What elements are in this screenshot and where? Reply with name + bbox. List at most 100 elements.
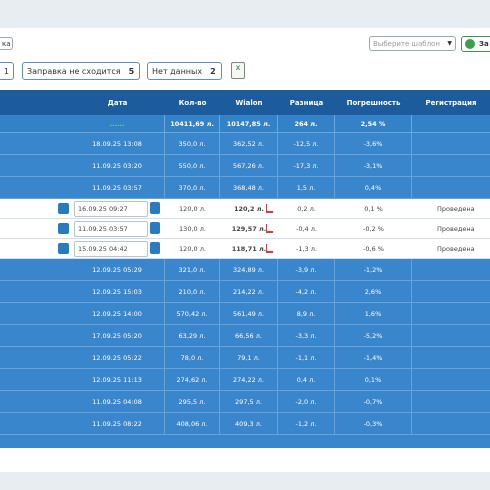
table-row bbox=[0, 133, 490, 155]
table-cell: 321,0 л. bbox=[165, 259, 220, 281]
table-row bbox=[0, 391, 490, 413]
table-cell: 130,0 л. bbox=[179, 225, 206, 233]
table-cell: 0,1% bbox=[335, 369, 412, 391]
excel-icon[interactable]: x bbox=[231, 62, 245, 79]
left-button[interactable]: ка bbox=[0, 37, 13, 50]
table-cell: 12.09.25 05:29 bbox=[70, 259, 165, 281]
filter-count: 2 bbox=[210, 66, 216, 76]
table-cell: 274,62 л. bbox=[165, 369, 220, 391]
table-cell: Проведена bbox=[437, 245, 475, 253]
table-row bbox=[0, 239, 490, 259]
table-cell: -5,2% bbox=[335, 325, 412, 347]
filter-label: Нет данных bbox=[152, 66, 203, 76]
filter-chip[interactable]: Нет данных 2 bbox=[147, 62, 222, 80]
table-cell: 8,9 л. bbox=[278, 303, 335, 325]
table-cell: Проведена bbox=[437, 225, 475, 233]
table-cell: 12.09.25 14:00 bbox=[70, 303, 165, 325]
table-cell: 0,4% bbox=[335, 177, 412, 199]
row-icon bbox=[58, 223, 69, 234]
table-cell: 362,52 л. bbox=[220, 133, 278, 155]
table-cell: 17.09.25 05:20 bbox=[70, 325, 165, 347]
table-cell: 120,0 л. bbox=[179, 245, 206, 253]
table-row bbox=[0, 199, 490, 219]
add-icon bbox=[465, 39, 475, 49]
table-row bbox=[0, 369, 490, 391]
table-cell: -0,4 л. bbox=[296, 225, 317, 233]
row-icon bbox=[58, 243, 69, 254]
date-box bbox=[74, 201, 148, 217]
column-header: Погрешность bbox=[346, 98, 401, 107]
table-row bbox=[0, 259, 490, 281]
table-cell: -12,5 л. bbox=[278, 133, 335, 155]
table-cell: 295,5 л. bbox=[165, 391, 220, 413]
table-cell: -0,6 % bbox=[363, 245, 384, 253]
summary-cell: 264 л. bbox=[278, 115, 335, 133]
filter-label: Заправка не сходится bbox=[27, 66, 121, 76]
table-row bbox=[0, 177, 490, 199]
table-row bbox=[0, 155, 490, 177]
table-cell: -1,1 л. bbox=[278, 347, 335, 369]
table-cell: 297,5 л. bbox=[220, 391, 278, 413]
table-cell: 408,06 л. bbox=[165, 413, 220, 435]
table-cell: 12.09.25 11:13 bbox=[70, 369, 165, 391]
row-icon bbox=[58, 203, 69, 214]
table-cell: 120,2 л. bbox=[233, 205, 265, 213]
filter-count: 5 bbox=[128, 66, 135, 76]
select-arrow: ▼ bbox=[447, 40, 452, 47]
table-cell: Проведена bbox=[437, 205, 475, 213]
table-cell: 0,4 л. bbox=[278, 369, 335, 391]
table-cell: 350,0 л. bbox=[165, 133, 220, 155]
table-cell: 570,42 л. bbox=[165, 303, 220, 325]
add-button[interactable]: За bbox=[461, 36, 490, 52]
header-row bbox=[0, 90, 490, 115]
table-cell: -3,1% bbox=[335, 155, 412, 177]
select-text: Выберите шаблон bbox=[373, 39, 440, 48]
table-cell: 567,26 л. bbox=[220, 155, 278, 177]
table-cell: 120,0 л. bbox=[179, 205, 206, 213]
summary-cell: ...... bbox=[70, 115, 165, 133]
table-cell: 210,0 л. bbox=[165, 281, 220, 303]
table-row bbox=[0, 413, 490, 435]
table-cell: 11.09.25 04:08 bbox=[70, 391, 165, 413]
table-cell: -1,2% bbox=[335, 259, 412, 281]
table-cell: 0,1 % bbox=[364, 205, 383, 213]
chart-icon bbox=[266, 204, 273, 213]
table-row bbox=[0, 325, 490, 347]
table-cell: 18.09.25 13:08 bbox=[70, 133, 165, 155]
table-cell: 1,6% bbox=[335, 303, 412, 325]
filter-label: 1 bbox=[3, 66, 9, 76]
table-cell: 129,57 л. bbox=[231, 225, 267, 233]
table-cell: 11.09.25 03:20 bbox=[70, 155, 165, 177]
table-cell: 79,1 л. bbox=[220, 347, 278, 369]
table-cell: -4,2 л. bbox=[278, 281, 335, 303]
table-cell: -2,0 л. bbox=[278, 391, 335, 413]
filter-chip[interactable]: 1 bbox=[0, 62, 14, 80]
filter-chip[interactable]: Заправка не сходится 5 bbox=[22, 62, 140, 80]
table-cell: 324,89 л. bbox=[220, 259, 278, 281]
table-cell: 561,49 л. bbox=[220, 303, 278, 325]
table-cell: 15.09.25 04:42 bbox=[78, 245, 128, 253]
table-cell: -3,9 л. bbox=[278, 259, 335, 281]
column-header: Разница bbox=[289, 98, 324, 107]
table-cell: -0,2 % bbox=[363, 225, 384, 233]
table-row bbox=[0, 347, 490, 369]
column-header: Кол-во bbox=[178, 98, 207, 107]
table-cell: 274,22 л. bbox=[220, 369, 278, 391]
table-cell: 1,5 л. bbox=[278, 177, 335, 199]
table-row bbox=[0, 281, 490, 303]
summary-row bbox=[0, 115, 490, 133]
table-row bbox=[0, 219, 490, 239]
chart-icon bbox=[266, 224, 273, 233]
add-text: За bbox=[479, 40, 489, 48]
table-cell: -0,3% bbox=[335, 413, 412, 435]
table-cell: 214,22 л. bbox=[220, 281, 278, 303]
column-header: Дата bbox=[107, 98, 128, 107]
table-row bbox=[0, 303, 490, 325]
table-cell: -1,4% bbox=[335, 347, 412, 369]
summary-cell: 2,54 % bbox=[335, 115, 412, 133]
template-select[interactable]: Выберите шаблон ▼ bbox=[369, 36, 456, 51]
table-cell: 12.09.25 05:22 bbox=[70, 347, 165, 369]
date-box bbox=[74, 221, 148, 237]
table-cell: 66,56 л. bbox=[220, 325, 278, 347]
